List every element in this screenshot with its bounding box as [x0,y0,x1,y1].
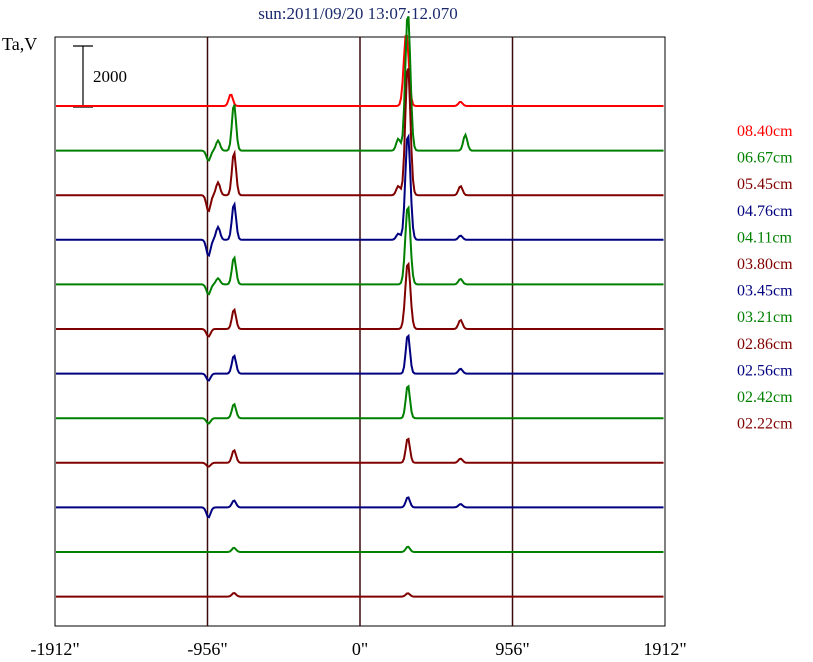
trace-08.40cm [56,34,664,107]
trace-04.11cm [56,204,664,296]
trace-06.67cm [56,15,664,162]
vertical-markers [206,37,514,626]
legend-entry: 03.80cm [737,256,793,273]
chart-title: sun:2011/09/20 13:07:12.070 [258,4,458,23]
trace-05.45cm [56,67,664,213]
trace-03.45cm [56,333,664,382]
x-tick-label: -1912" [30,639,79,659]
x-tick-label: -956" [187,639,227,659]
y-axis-label: Ta,V [2,34,37,54]
traces [56,15,664,598]
trace-03.80cm [56,261,664,338]
legend-entry: 04.11cm [737,229,793,246]
legend-entry: 02.42cm [737,389,793,406]
legend-entry: 08.40cm [737,123,793,140]
legend: 08.40cm 06.67cm 05.45cm 04.76cm 04.11cm 03.80… [737,123,793,433]
x-tick-label: 1912" [643,639,686,659]
trace-02.56cm [56,496,664,519]
trace-02.42cm [56,545,664,553]
x-tick-label: 956" [495,639,529,659]
x-tick-label: 0" [352,639,368,659]
trace-03.21cm [56,384,664,425]
scale-bar: 2000 [73,45,127,108]
legend-entry: 02.22cm [737,416,793,433]
trace-04.76cm [56,133,664,258]
legend-entry: 06.67cm [737,150,793,167]
scale-bar-label: 2000 [93,67,127,86]
legend-entry: 03.45cm [737,283,793,300]
legend-entry: 03.21cm [737,309,793,326]
legend-entry: 02.86cm [737,336,793,353]
legend-entry: 04.76cm [737,203,793,220]
trace-02.22cm [56,592,664,598]
legend-entry: 05.45cm [737,176,793,193]
legend-entry: 02.56cm [737,362,793,379]
x-tick-labels: -1912" -956" 0" 956" 1912" [30,639,686,659]
trace-02.86cm [56,437,664,468]
